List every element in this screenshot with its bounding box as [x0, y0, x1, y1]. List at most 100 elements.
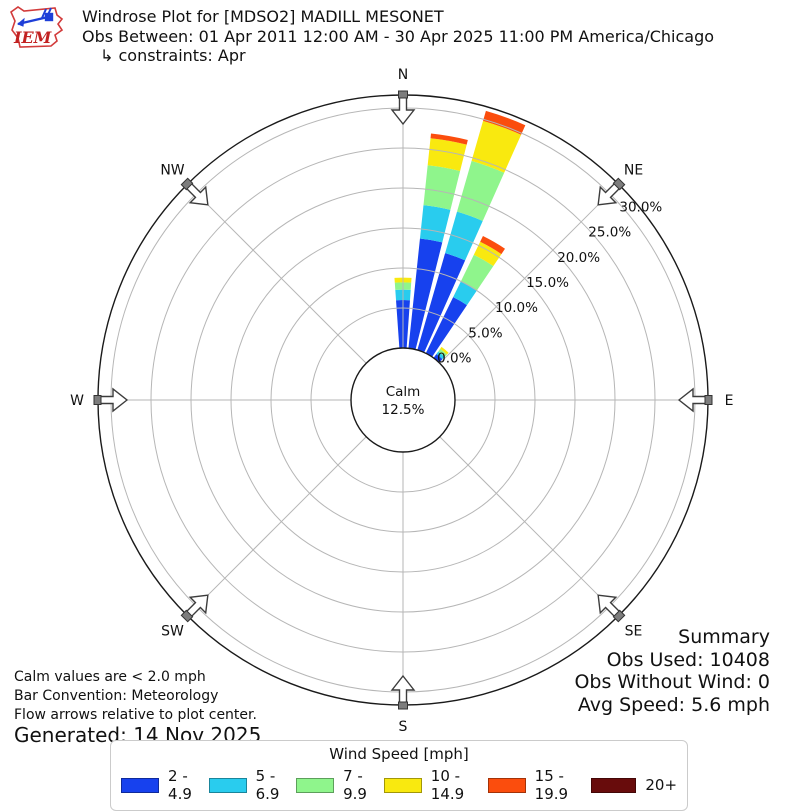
- flow-arrow-tail: [93, 395, 102, 405]
- flow-arrow-tail: [612, 177, 626, 191]
- wind-bar-segment: [438, 348, 447, 357]
- wind-bar-segment: [433, 354, 443, 363]
- legend-item: 7 - 9.9: [296, 767, 384, 803]
- flow-arrow: [677, 387, 708, 413]
- summary-obs-used: Obs Used: 10408: [606, 648, 770, 671]
- wind-bar-segment: [419, 205, 451, 243]
- ring-tick-label: 20.0%: [557, 250, 600, 266]
- legend-label: 10 - 14.9: [430, 767, 465, 803]
- compass-arrow-icon: [93, 387, 129, 413]
- grid-spoke: [186, 183, 367, 364]
- flow-arrow: [390, 95, 416, 126]
- ring-tick-label: 25.0%: [588, 225, 631, 241]
- compass-arrow-icon: [180, 177, 209, 206]
- compass-label: S: [399, 719, 408, 735]
- summary-obs-without-wind: Obs Without Wind: 0: [574, 671, 770, 693]
- legend-item: 2 - 4.9: [121, 767, 209, 803]
- legend-label: 5 - 6.9: [255, 767, 280, 803]
- iem-logo-text: IEM: [13, 28, 53, 47]
- plot-subtitle: Obs Between: 01 Apr 2011 12:00 AM - 30 A…: [82, 26, 715, 46]
- calm-circle: [350, 347, 456, 453]
- legend-swatch: [296, 777, 335, 793]
- footnotes: Calm values are < 2.0 mph Bar Convention…: [14, 668, 257, 725]
- legend-title: Wind Speed [mph]: [329, 745, 469, 763]
- compass-arrow-icon: [180, 594, 209, 623]
- wind-bar-segment: [460, 254, 494, 291]
- legend-label: 2 - 4.9: [168, 767, 192, 803]
- flow-arrow-tail: [398, 90, 408, 99]
- wind-bar-segment: [427, 138, 467, 172]
- flow-arrow-tail: [180, 609, 194, 623]
- compass-label: W: [70, 393, 84, 409]
- wind-bar-segment: [440, 346, 449, 355]
- legend-label: 7 - 9.9: [343, 767, 367, 803]
- compass-arrow-icon: [597, 594, 626, 623]
- compass-label: SW: [161, 624, 184, 640]
- grid-ring: [230, 227, 576, 573]
- wind-bar-segment: [473, 241, 502, 267]
- summary-block: Summary Obs Used: 10408 Obs Without Wind…: [574, 626, 770, 716]
- legend-swatch: [487, 777, 526, 793]
- wind-bar-segment: [423, 165, 461, 210]
- calm-value: 12.5%: [382, 402, 425, 418]
- summary-avg-speed: Avg Speed: 5.6 mph: [577, 693, 770, 716]
- wind-bar-segment: [408, 238, 443, 350]
- wind-speed-legend: Wind Speed [mph] 2 - 4.9 5 - 6.9 7 - 9.9 10…: [110, 740, 688, 811]
- grid-spoke: [186, 436, 367, 617]
- compass-arrow-icon: [677, 387, 713, 413]
- footnote-flow-arrows: Flow arrows relative to plot center.: [14, 707, 257, 723]
- wind-bar-segment: [483, 110, 526, 135]
- legend-swatch: [591, 777, 637, 793]
- compass-label: N: [398, 67, 408, 83]
- flow-arrow-tail: [612, 609, 626, 623]
- compass-arrow-icon: [390, 674, 416, 710]
- grid-spoke: [439, 436, 620, 617]
- calm-label: Calm: [386, 384, 421, 400]
- compass-label: E: [725, 393, 734, 409]
- legend-item: 5 - 6.9: [208, 767, 297, 803]
- wind-bar-segment: [480, 236, 505, 255]
- flow-arrow-tail: [704, 395, 713, 405]
- wind-bar-segment: [471, 120, 522, 173]
- ring-tick-label: 15.0%: [526, 275, 569, 291]
- legend-label: 20+: [645, 776, 678, 794]
- wind-bar-segment: [425, 297, 467, 357]
- legend-item: 20+: [591, 776, 677, 794]
- compass-arrow-icon: [597, 177, 626, 206]
- iem-logo: IEM: [10, 6, 64, 48]
- grid-ring: [310, 307, 496, 493]
- compass-arrow-icon: [390, 90, 416, 126]
- legend-item: 10 - 14.9: [383, 767, 488, 803]
- footnote-calm: Calm values are < 2.0 mph: [14, 669, 206, 685]
- legend-swatch: [383, 777, 422, 793]
- wind-bar-segment: [436, 351, 445, 360]
- compass-label: NE: [624, 162, 643, 178]
- footnote-bar-convention: Bar Convention: Meteorology: [14, 688, 219, 704]
- wind-barb-icon: [17, 7, 54, 27]
- legend-item: 15 - 19.9: [487, 767, 592, 803]
- wind-bar-segment: [430, 133, 468, 145]
- legend-swatch: [121, 777, 160, 793]
- compass-label: SE: [625, 624, 643, 640]
- grid-ring: [150, 147, 656, 653]
- flow-arrow-tail: [180, 177, 194, 191]
- ring-tick-label: 0.0%: [437, 350, 471, 366]
- summary-title: Summary: [678, 626, 770, 648]
- wind-bar-segment: [445, 211, 483, 261]
- legend-items: 2 - 4.9 5 - 6.9 7 - 9.9 10 - 14.9 15 - 19.9 2…: [121, 767, 677, 803]
- ring-tick-label: 30.0%: [619, 199, 662, 215]
- ring-tick-label: 10.0%: [495, 300, 538, 316]
- header: IEM Windrose Plot for [MDSO2] MADILL MES…: [0, 0, 800, 80]
- grid-ring: [270, 267, 536, 533]
- plot-constraints: ↳ constraints: Apr: [100, 46, 246, 65]
- legend-label: 15 - 19.9: [534, 767, 569, 803]
- grid-ring: [190, 187, 616, 613]
- flow-arrow: [98, 387, 129, 413]
- legend-swatch: [208, 777, 247, 793]
- ring-tick-label: 5.0%: [468, 325, 502, 341]
- flow-arrow-tail: [398, 701, 408, 710]
- grid-spoke: [439, 183, 620, 364]
- wind-bar-segment: [457, 160, 505, 221]
- plot-title: Windrose Plot for [MDSO2] MADILL MESONET: [82, 7, 444, 26]
